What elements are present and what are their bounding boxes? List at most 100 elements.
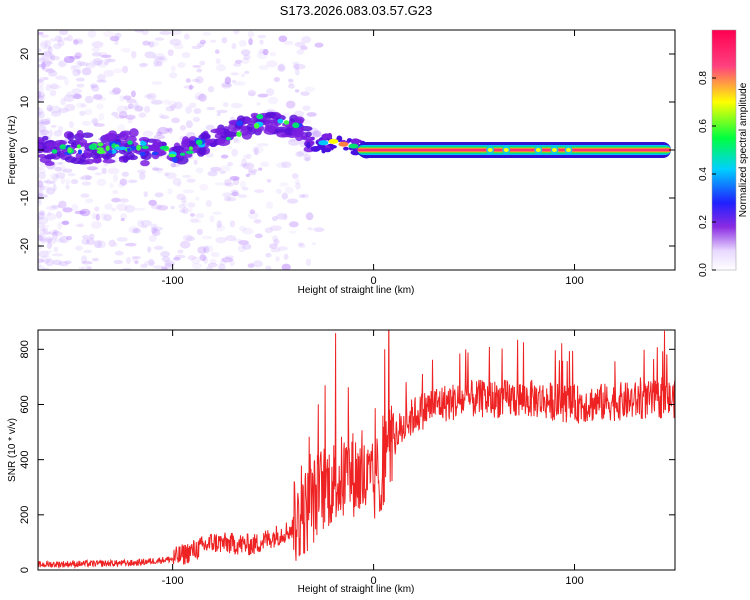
spectrogram-noise-blob [40,118,51,125]
spectrogram-noise-blob [131,257,139,263]
spectrogram-noise-blob [189,219,202,224]
spectrogram-noise-blob [233,62,242,67]
spectrogram-noise-blob [43,258,50,265]
spectrogram-noise-blob [40,255,52,264]
spectrogram-noise-blob [168,100,177,109]
spectrogram-noise-blob [97,59,108,68]
spectrogram-noise-blob [105,58,116,63]
spectrogram-noise-blob [38,85,44,93]
spectrogram-noise-blob [92,257,99,262]
spectrogram-noise-blob [113,242,118,247]
spectrogram-noise-blob [57,39,65,47]
spectrogram-transition-blob [324,148,332,153]
spectrogram-ridge-blob [291,128,304,138]
spectrogram-noise-blob [197,246,207,254]
spectrogram-noise-blob [181,197,187,203]
spectrogram-noise-blob [230,72,240,76]
spectrogram-ridge-blob [157,150,167,156]
spectrogram-noise-blob [74,52,83,59]
spectrogram-noise-blob [38,262,42,270]
snr-x-label: Height of straight line (km) [298,584,415,595]
spectrogram-noise-blob [248,38,253,46]
spectrogram-noise-blob [47,211,52,216]
spectrogram-noise-blob [98,112,105,121]
spectrogram-noise-blob [311,131,320,137]
spectrogram-noise-blob [165,105,175,112]
spectrogram-noise-blob [44,39,51,48]
spectrogram-noise-blob [160,250,171,258]
spectrogram-noise-blob [128,226,140,233]
spectrogram-noise-blob [63,37,69,41]
spectrogram-noise-blob [103,69,115,77]
spectrogram-noise-blob [181,52,191,59]
spectrogram-noise-blob [277,64,286,72]
spectrogram-y-tick-label: -10 [19,190,31,206]
spectrogram-noise-blob [53,229,58,234]
spectrogram-noise-blob [66,91,73,98]
spectrogram-ridge-blob [44,154,56,160]
spectrogram-noise-blob [162,99,171,105]
spectrogram-transition-blob [306,141,311,149]
spectrogram-noise-blob [174,254,186,259]
spectrogram-noise-blob [237,194,248,198]
spectrogram-noise-blob [96,178,107,186]
spectrogram-noise-blob [224,182,234,187]
spectrogram-y-label: Frequency (Hz) [7,116,18,185]
spectrogram-noise-blob [109,182,114,189]
spectrogram-noise-blob [297,150,309,157]
spectrogram-bright-spot [185,150,194,155]
spectrogram-noise-blob [283,40,294,45]
spectrogram-noise-blob [189,213,195,217]
spectrogram-noise-blob [157,57,166,61]
spectrogram-noise-blob [53,130,63,137]
spectrogram-noise-blob [221,81,232,89]
spectrogram-noise-blob [269,243,278,250]
colorbar-tick-label: 0.2 [698,215,709,229]
spectrogram-noise-blob [173,43,184,50]
spectrogram-noise-blob [154,192,164,198]
spectrogram-noise-blob [205,266,214,270]
spectrogram-noise-blob [126,98,137,104]
spectrogram-bright-spot [67,147,73,153]
spectrogram-noise-blob [57,36,64,43]
spectrogram-noise-blob [42,228,48,233]
spectrogram-noise-blob [45,68,56,74]
spectrogram-noise-blob [127,117,133,124]
spectrogram-noise-blob [207,170,218,177]
spectrogram-noise-blob [191,78,201,83]
spectrogram-noise-blob [231,42,237,50]
spectrogram-noise-blob [182,234,193,242]
spectrogram-noise-blob [40,56,45,61]
spectrogram-ridge-blob [75,152,82,160]
spectrogram-noise-blob [74,224,84,228]
spectrogram-ridge-blob [294,116,305,124]
spectrogram-noise-blob [184,33,190,40]
spectrogram-noise-blob [130,90,136,98]
spectrogram-ridge-blob [246,120,257,126]
spectrogram-noise-blob [253,219,262,224]
spectrogram-noise-blob [103,61,110,65]
spectrogram-noise-blob [38,94,46,98]
spectrogram-ridge-blob [305,131,312,138]
spectrogram-noise-blob [238,40,247,47]
spectrogram-noise-blob [90,221,102,229]
spectrogram-noise-blob [58,30,69,36]
spectrogram-noise-blob [312,130,322,138]
spectrogram-noise-blob [58,61,66,68]
spectrogram-ridge-blob [84,158,94,165]
spectrogram-noise-blob [80,193,90,198]
spectrogram-noise-blob [270,248,281,253]
spectrogram-noise-blob [91,47,101,52]
spectrogram-bright-spot [108,149,113,154]
spectrogram-noise-blob [173,101,183,110]
spectrogram-noise-blob [138,112,147,118]
spectrogram-noise-blob [41,51,54,60]
spectrogram-noise-blob [291,61,301,65]
spectrogram-bright-spot [114,146,122,150]
spectrogram-ridge-blob [102,159,116,164]
spectrogram-noise-blob [125,114,136,120]
spectrogram-bright-spot [236,120,244,127]
spectrogram-ridge-blob [81,132,94,138]
spectrogram-ridge-blob [265,125,277,131]
